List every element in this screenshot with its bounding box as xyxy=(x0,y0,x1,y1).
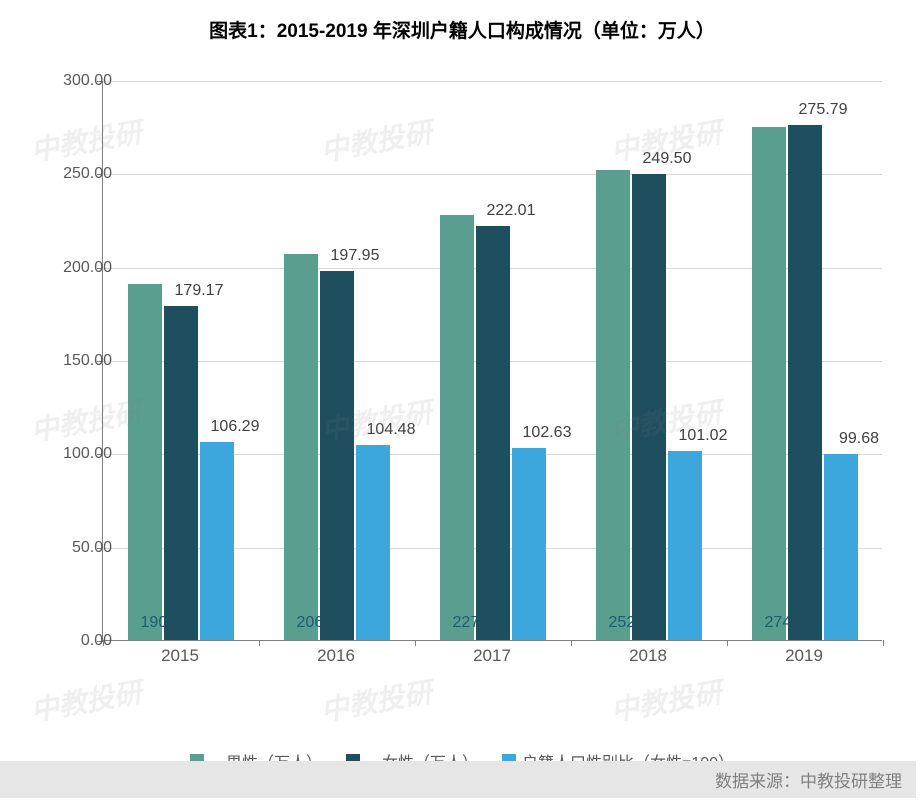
gridline xyxy=(103,81,882,82)
bar xyxy=(128,284,162,640)
bar-value-label: 104.48 xyxy=(367,421,416,439)
x-tick-label: 2016 xyxy=(258,646,414,666)
y-tick-label: 300.00 xyxy=(42,72,112,90)
bar xyxy=(632,174,666,640)
x-tick-label: 2015 xyxy=(102,646,258,666)
chart-container: 190.46179.17106.29206.83197.95104.48227.… xyxy=(22,71,902,711)
bar xyxy=(356,445,390,640)
bar xyxy=(320,271,354,641)
bar-value-label: 106.29 xyxy=(211,418,260,436)
bar xyxy=(668,451,702,640)
bar xyxy=(596,170,630,640)
bar-value-label: 102.63 xyxy=(523,424,572,442)
bar xyxy=(164,306,198,640)
bar xyxy=(824,454,858,640)
bar-value-label: 179.17 xyxy=(175,282,224,300)
bar-value-label: 99.68 xyxy=(839,430,879,448)
y-tick-label: 100.00 xyxy=(42,445,112,463)
bar-value-label: 197.95 xyxy=(331,247,380,265)
bar xyxy=(752,127,786,640)
y-tick-label: 50.00 xyxy=(42,539,112,557)
bar xyxy=(512,448,546,640)
x-tick-label: 2018 xyxy=(570,646,726,666)
bar-value-label: 101.02 xyxy=(679,427,728,445)
x-tick-mark xyxy=(883,640,884,646)
bar xyxy=(440,215,474,640)
bar xyxy=(788,125,822,640)
x-tick-label: 2019 xyxy=(726,646,882,666)
y-tick-label: 150.00 xyxy=(42,352,112,370)
x-tick-label: 2017 xyxy=(414,646,570,666)
plot-area: 190.46179.17106.29206.83197.95104.48227.… xyxy=(102,81,882,641)
bar xyxy=(476,226,510,640)
bar-value-label: 249.50 xyxy=(643,150,692,168)
bar xyxy=(200,442,234,640)
bar xyxy=(284,254,318,640)
bar-value-label: 222.01 xyxy=(487,202,536,220)
y-tick-label: 250.00 xyxy=(42,165,112,183)
chart-title: 图表1：2015-2019 年深圳户籍人口构成情况（单位：万人） xyxy=(0,0,924,51)
y-tick-label: 200.00 xyxy=(42,259,112,277)
data-source: 数据来源：中教投研整理 xyxy=(0,761,916,798)
bar-value-label: 275.79 xyxy=(799,101,848,119)
